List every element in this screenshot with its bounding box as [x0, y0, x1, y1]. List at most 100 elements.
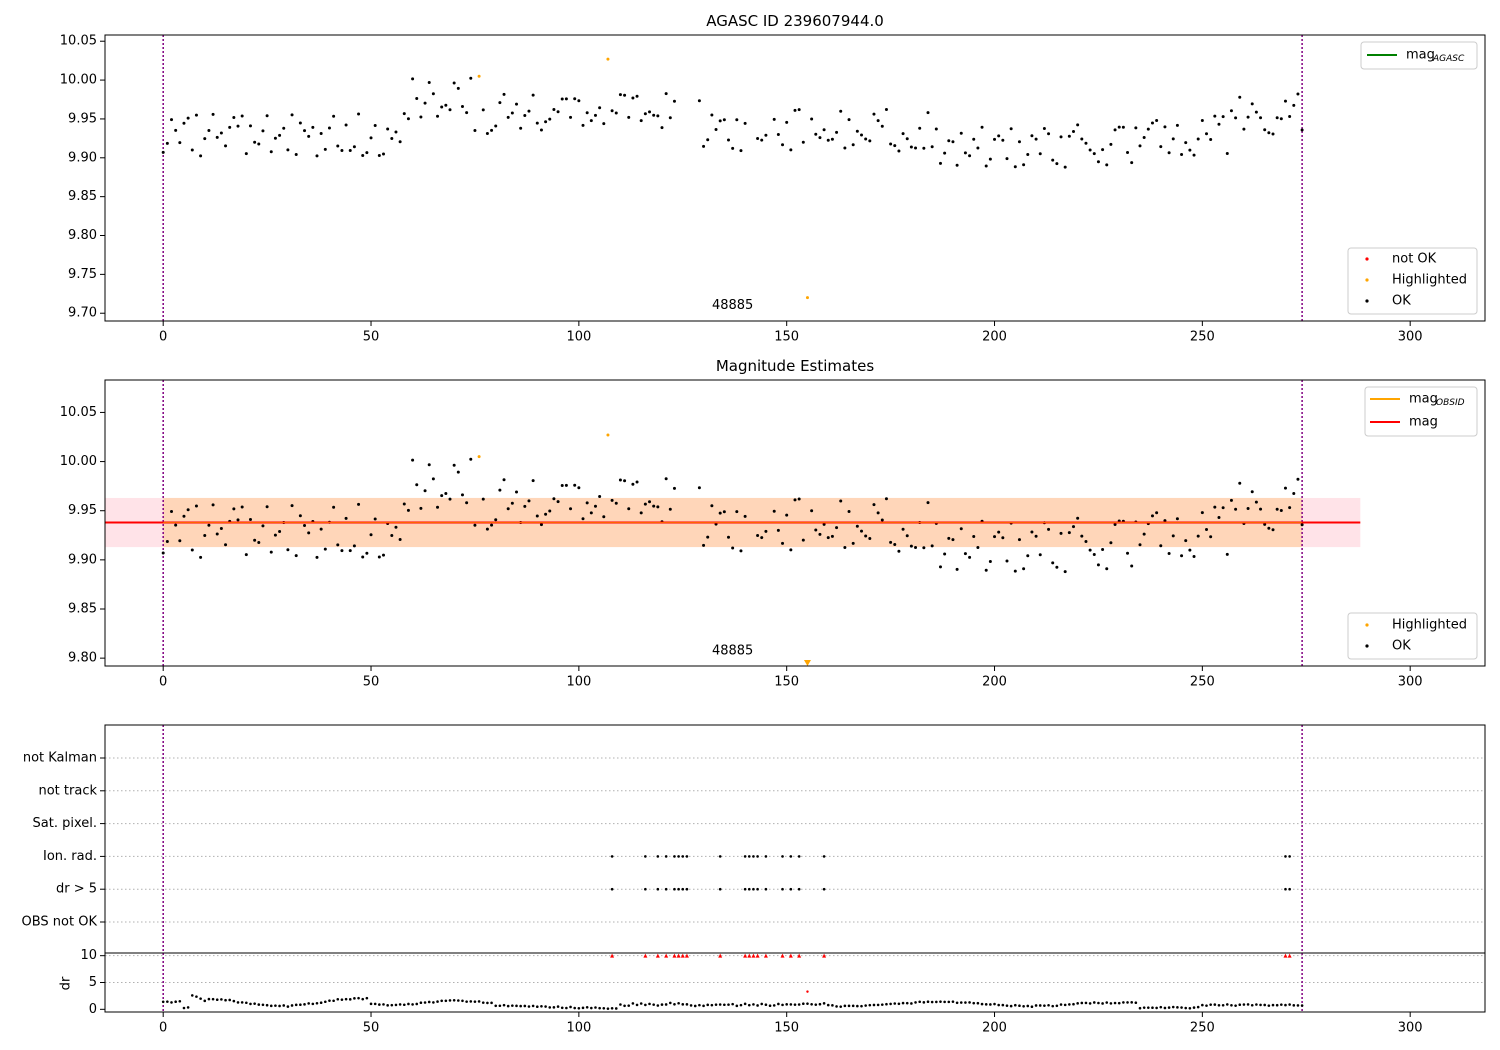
ok-point	[581, 123, 585, 127]
ok-point	[573, 97, 577, 101]
ok-point	[186, 116, 190, 120]
ok-point	[951, 140, 955, 144]
dr-point	[1155, 1006, 1158, 1010]
ok-point	[1217, 122, 1221, 126]
ok-point	[419, 506, 423, 510]
ok-point	[1017, 140, 1021, 144]
ok-point	[161, 150, 165, 154]
dr-point	[847, 1004, 851, 1008]
dr-point	[540, 1005, 543, 1008]
dr-point	[228, 998, 231, 1002]
x-tick-label: 250	[1190, 330, 1215, 345]
ok-point	[182, 514, 186, 518]
ok-point	[248, 124, 252, 128]
ok-point	[577, 486, 581, 490]
ok-point	[776, 528, 780, 532]
ok-point	[772, 509, 776, 513]
dr-point	[215, 998, 219, 1002]
flag-point	[656, 887, 660, 891]
ok-point	[560, 97, 564, 101]
dr-point	[955, 1001, 959, 1005]
ok-point	[889, 540, 893, 544]
dr-point	[1192, 1006, 1196, 1009]
ok-point	[897, 149, 901, 153]
ok-point	[1242, 127, 1246, 131]
dr-point	[1188, 1007, 1192, 1010]
ok-point	[253, 140, 257, 144]
x-tick-label: 200	[982, 330, 1007, 345]
ok-point	[835, 526, 839, 530]
ok-point	[1288, 506, 1292, 510]
ok-point	[1254, 110, 1258, 114]
ok-point	[1130, 161, 1134, 165]
ok-point	[1229, 498, 1233, 502]
dr-point	[590, 1006, 593, 1010]
ok-point	[460, 493, 464, 497]
dr-point	[1196, 1005, 1200, 1009]
y-tick-label: 9.95	[68, 503, 97, 518]
dr-clipped-marker	[643, 953, 648, 958]
ok-point	[997, 134, 1001, 138]
ok-point	[997, 530, 1001, 534]
dr-point	[1246, 1003, 1250, 1006]
ok-point	[240, 505, 244, 509]
obsid-label: 48885	[712, 298, 753, 313]
x-tick-label: 0	[159, 1021, 167, 1036]
flag-point	[673, 855, 676, 858]
ok-point	[327, 126, 331, 130]
dr-point	[236, 1001, 240, 1004]
dr-point	[706, 1003, 710, 1007]
dr-point	[161, 1000, 165, 1004]
dr-point	[203, 999, 207, 1003]
ok-point	[485, 131, 489, 135]
dr-point	[876, 1003, 880, 1007]
dr-point	[964, 1001, 967, 1004]
ok-point	[618, 93, 622, 97]
ok-point	[1146, 127, 1150, 131]
dr-point	[943, 1000, 946, 1004]
ok-point	[1030, 530, 1034, 534]
ok-point	[298, 121, 302, 125]
ok-point	[1113, 523, 1117, 527]
ok-point	[785, 513, 789, 517]
x-tick-label: 200	[982, 1021, 1007, 1036]
dr-point	[723, 1003, 726, 1007]
y-tick-label: 9.70	[68, 306, 97, 321]
ok-point	[465, 501, 469, 505]
ok-point	[843, 546, 847, 550]
highlighted-point	[606, 433, 610, 437]
ok-point	[519, 126, 523, 130]
ok-point	[851, 541, 855, 545]
ok-point	[178, 539, 182, 543]
ok-point	[190, 148, 194, 152]
ok-point	[627, 507, 631, 511]
ok-point	[934, 127, 938, 131]
dr-point	[1105, 1001, 1109, 1004]
legend-box	[1347, 247, 1478, 315]
dr-point	[336, 997, 340, 1001]
ok-point	[415, 96, 419, 100]
ok-point	[922, 546, 926, 550]
dr-point	[324, 1000, 327, 1004]
ok-point	[760, 536, 764, 540]
y-tick-label: 9.85	[68, 601, 97, 616]
ok-point	[211, 112, 215, 116]
dr-point	[814, 1003, 818, 1006]
dr-point	[818, 1002, 822, 1006]
ok-point	[1192, 153, 1196, 157]
ok-point	[394, 525, 398, 529]
dr-point	[743, 1002, 747, 1006]
dr-point	[772, 1004, 776, 1007]
dr-point	[432, 1001, 435, 1004]
ok-point	[452, 81, 456, 85]
ok-point	[365, 551, 369, 555]
ok-point	[577, 99, 581, 103]
ok-point	[257, 142, 261, 146]
ok-point	[485, 527, 489, 531]
ok-point	[648, 110, 652, 114]
ok-point	[348, 148, 352, 152]
dr-point	[885, 1002, 888, 1006]
legend-box	[1347, 612, 1478, 660]
dr-point	[1005, 1004, 1009, 1007]
dr-point	[997, 1003, 1000, 1007]
